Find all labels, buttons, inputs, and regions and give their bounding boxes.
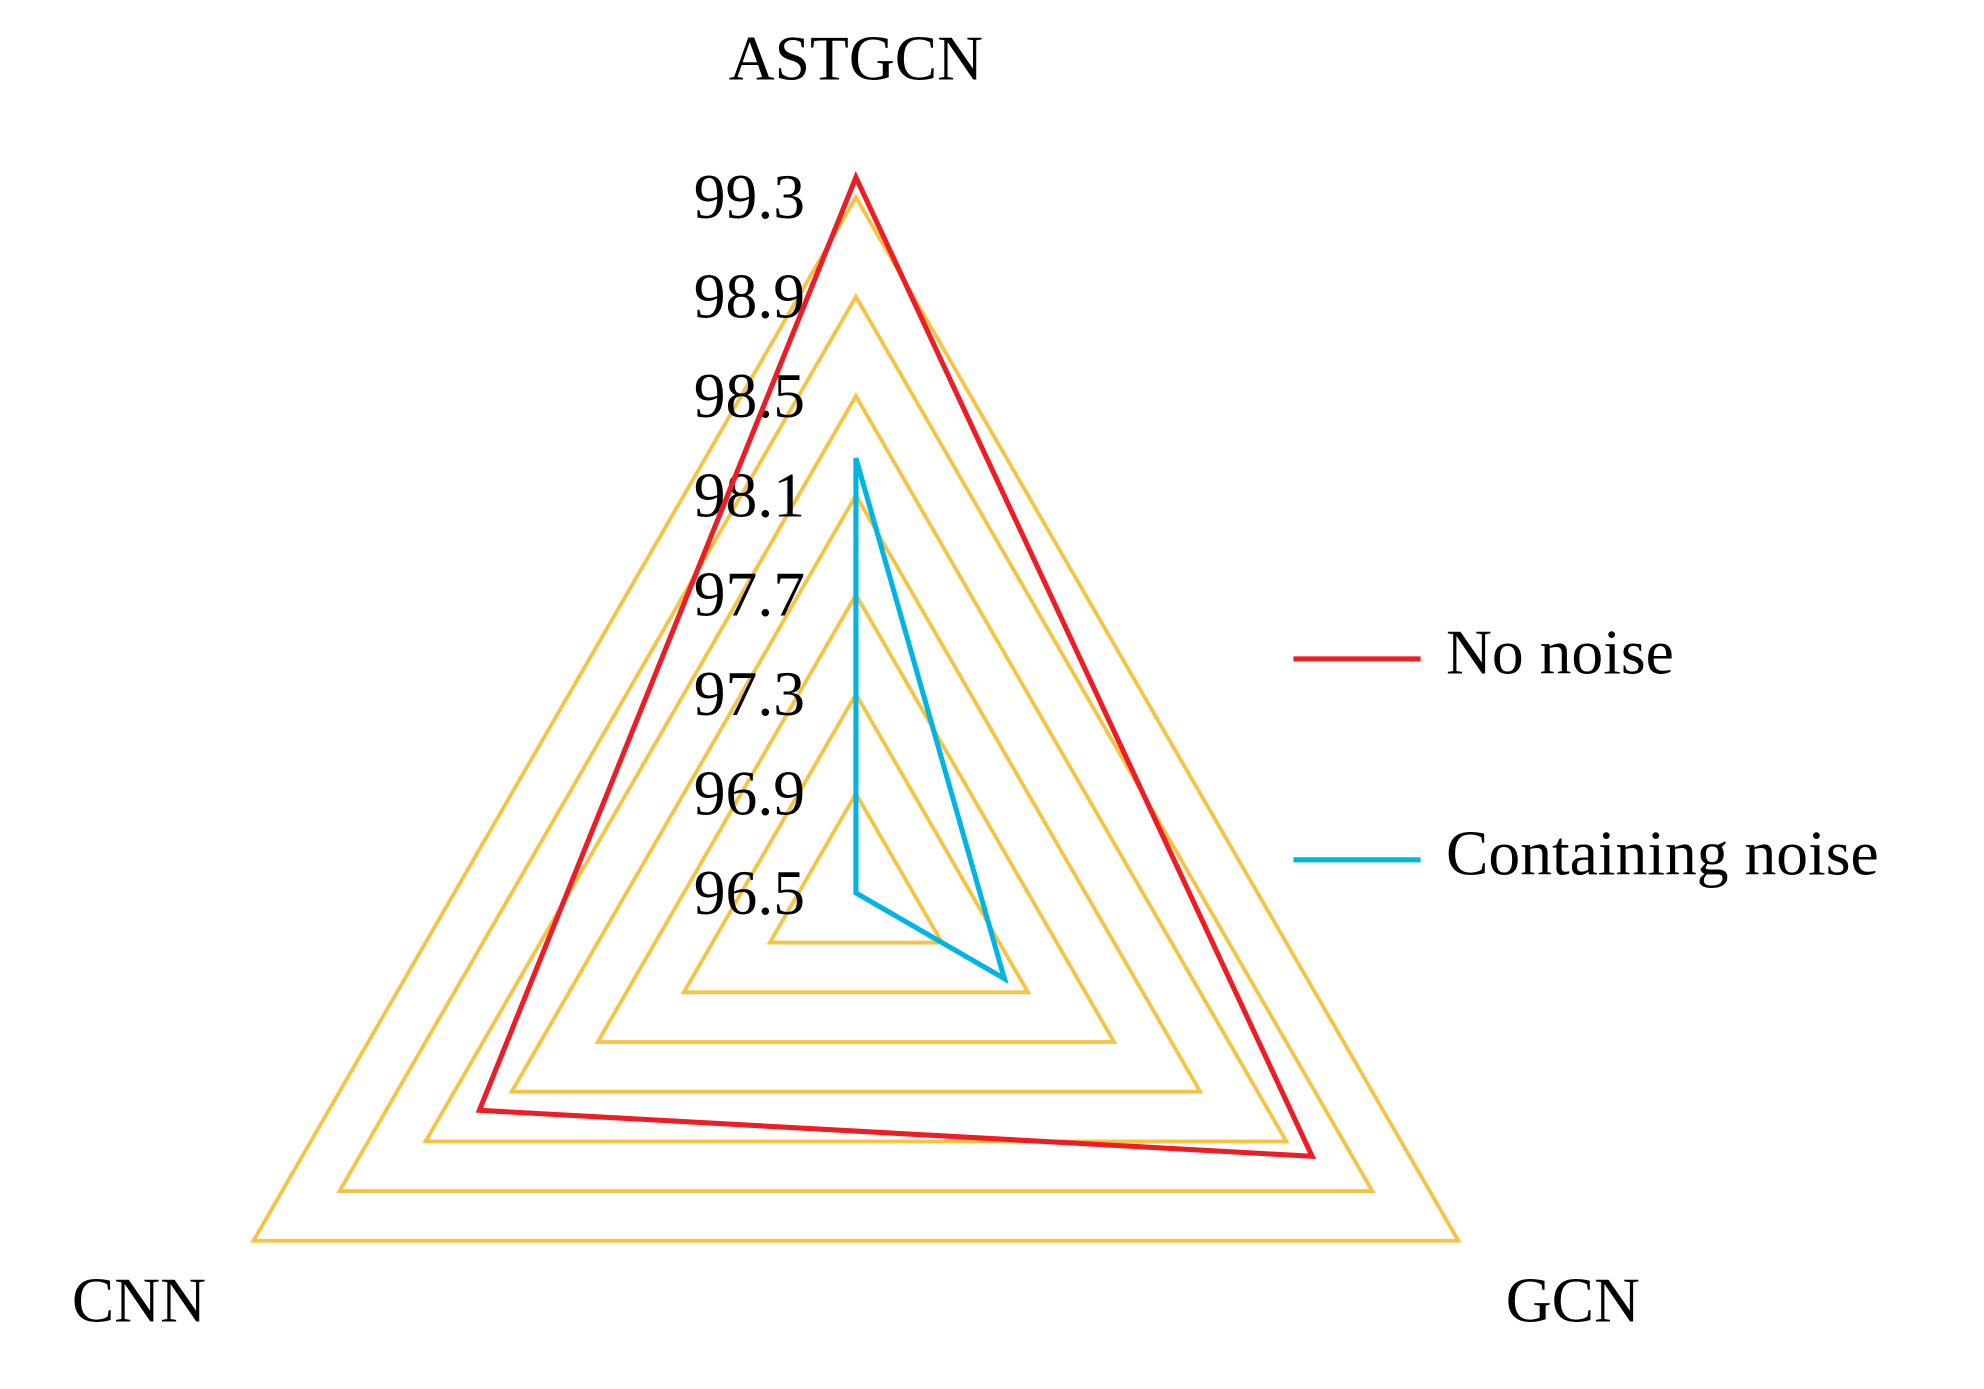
- grid-ring: [250, 193, 1462, 1243]
- tick-label: 97.7: [694, 559, 805, 630]
- grid-ring: [422, 392, 1290, 1144]
- grid-ring: [336, 292, 1376, 1193]
- tick-label: 98.9: [694, 261, 805, 332]
- category-label: CNN: [72, 1264, 206, 1335]
- grid-ring: [680, 690, 1032, 995]
- grid-ring: [766, 789, 946, 945]
- tick-label: 97.3: [694, 658, 805, 729]
- legend-label: No noise: [1446, 616, 1674, 687]
- series-line: [475, 170, 1317, 1160]
- tick-label: 96.9: [694, 757, 805, 828]
- tick-label: 98.1: [694, 459, 805, 530]
- series-line: [853, 457, 1009, 984]
- category-label: GCN: [1506, 1264, 1640, 1335]
- category-label: ASTGCN: [729, 23, 983, 94]
- grid-ring: [594, 590, 1118, 1044]
- tick-label: 96.5: [694, 857, 805, 928]
- tick-label: 99.3: [694, 161, 805, 232]
- grid-ring: [508, 491, 1204, 1094]
- tick-label: 98.5: [694, 360, 805, 431]
- legend-label: Containing noise: [1446, 817, 1879, 888]
